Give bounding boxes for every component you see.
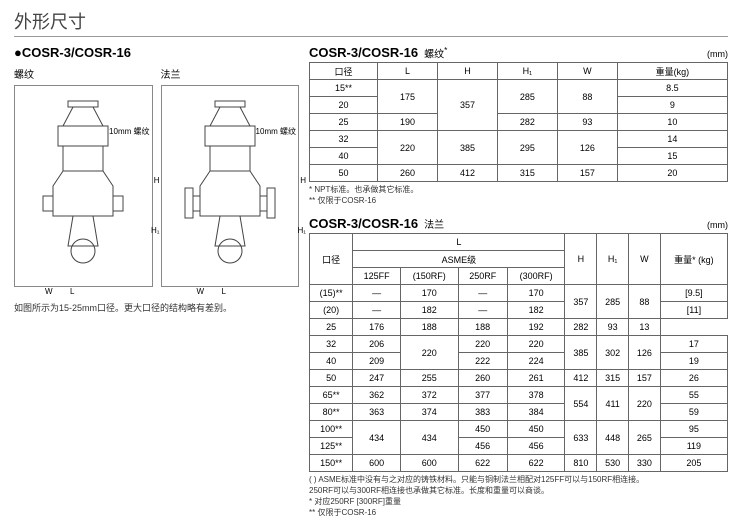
- table2-footnotes: ( ) ASME标准中没有与之对应的铸铁材料。只能与铜制法兰相配对125FF可以…: [309, 474, 728, 518]
- valve-schematic-icon: [180, 96, 280, 276]
- diagram-label: 法兰: [161, 66, 300, 81]
- diagram-threaded: 螺纹 10mm 螺纹 H: [14, 66, 153, 287]
- dim-label: 10mm 螺纹: [256, 126, 296, 137]
- table2-title: COSR-3/COSR-16 法兰 (mm): [309, 216, 728, 231]
- diagram-flanged: 法兰: [161, 66, 300, 287]
- dim-h1: H₁: [151, 226, 159, 235]
- left-column: ●COSR-3/COSR-16 螺纹: [14, 45, 299, 518]
- table-unit: (mm): [707, 220, 728, 230]
- diagram-caption: 如图所示为15-25mm口径。更大口径的结构略有差别。: [14, 301, 299, 314]
- page-title: 外形尺寸: [14, 8, 728, 37]
- right-column: COSR-3/COSR-16 螺纹* (mm) 口径LHH₁W重量(kg)15*…: [309, 45, 728, 518]
- dim-w: W: [197, 287, 205, 296]
- table-model: COSR-3/COSR-16: [309, 216, 418, 231]
- dim-l: L: [222, 287, 226, 296]
- valve-schematic-icon: [38, 96, 128, 276]
- model-heading: ●COSR-3/COSR-16: [14, 45, 299, 60]
- table1-title: COSR-3/COSR-16 螺纹* (mm): [309, 45, 728, 60]
- table1-footnotes: * NPT标准。也承做其它标准。** 仅限于COSR-16: [309, 184, 728, 206]
- diagram-box: 10mm 螺纹 H H₁ W L: [14, 85, 153, 287]
- diagram-row: 螺纹 10mm 螺纹 H: [14, 66, 299, 287]
- table2: 口径LHH₁W重量* (kg)ASME级125FF(150RF)250RF(30…: [309, 233, 728, 472]
- table-unit: (mm): [707, 49, 728, 59]
- dim-l: L: [70, 287, 74, 296]
- table1: 口径LHH₁W重量(kg)15**175357285888.5209251902…: [309, 62, 728, 182]
- diagram-box: 10mm 螺纹 H H₁ W L: [161, 85, 300, 287]
- content-row: ●COSR-3/COSR-16 螺纹: [14, 45, 728, 518]
- dim-w: W: [45, 287, 53, 296]
- dim-h: H: [300, 176, 306, 185]
- diagram-label: 螺纹: [14, 66, 153, 81]
- table-type: 法兰: [424, 216, 444, 231]
- table-type: 螺纹*: [424, 45, 447, 60]
- dim-label: 10mm 螺纹: [109, 126, 149, 137]
- table-model: COSR-3/COSR-16: [309, 45, 418, 60]
- dim-h1: H₁: [298, 226, 306, 235]
- dim-h: H: [154, 176, 160, 185]
